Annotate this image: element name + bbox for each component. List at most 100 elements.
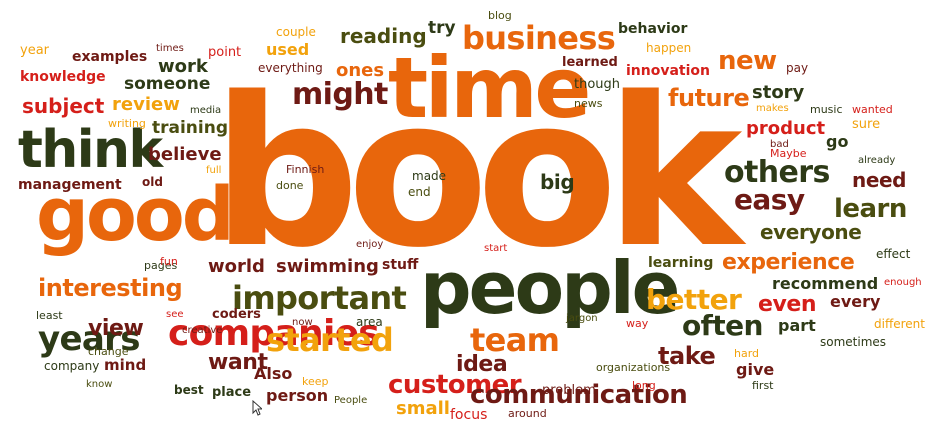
word-important: important	[232, 279, 407, 317]
word-try: try	[428, 18, 456, 38]
word-wanted: wanted	[852, 103, 893, 116]
word-everything: everything	[258, 61, 323, 75]
word-easy: easy	[734, 183, 805, 216]
word-started: part	[778, 316, 816, 335]
word-big: big	[540, 170, 575, 194]
word-done: end	[408, 185, 431, 199]
word-view: different	[874, 317, 925, 331]
word-way: often	[682, 309, 763, 342]
word-hard: Also	[254, 364, 293, 383]
word-someone: someone	[124, 74, 211, 94]
word-point: point	[208, 45, 242, 60]
word-people: people	[420, 246, 680, 330]
word-jargon: way	[626, 317, 649, 330]
word-area: jargon	[566, 313, 598, 324]
word-first: focus	[450, 407, 488, 423]
word-reading: reading	[340, 24, 427, 48]
word-year: year	[20, 43, 50, 58]
word-music: music	[810, 103, 843, 116]
word-team: sometimes	[820, 335, 887, 349]
word-bit: years	[38, 319, 140, 359]
word-learn: learn	[834, 194, 907, 224]
word-news: sure	[852, 117, 881, 132]
word-knowledge: knowledge	[20, 69, 106, 85]
word-pay: pay	[786, 61, 809, 75]
word-ones: ones	[336, 60, 385, 81]
word-now: area	[356, 315, 383, 329]
word-know: customer	[388, 370, 522, 400]
word-future: future	[668, 84, 750, 112]
word-understand: story	[752, 82, 805, 103]
word-keep: person	[266, 386, 329, 405]
word-behavior: behavior	[618, 21, 688, 37]
word-everyone: everyone	[760, 220, 862, 244]
word-stuff: enough	[884, 277, 922, 288]
word-bad: Maybe	[770, 147, 807, 160]
word-business: business	[462, 19, 616, 57]
word-Maybe: go	[826, 132, 849, 151]
word-believe: believe	[148, 144, 222, 165]
word-might: might	[292, 77, 388, 112]
word-give: place	[212, 385, 252, 400]
word-learning: learning	[648, 255, 714, 271]
word-start: effect	[876, 247, 911, 261]
word-go: Finnish	[286, 163, 325, 176]
word-interesting: interesting	[38, 274, 183, 302]
word-person: around	[508, 407, 547, 420]
word-years: companies	[168, 313, 380, 354]
word-used: used	[266, 40, 310, 59]
word-human: change	[88, 345, 129, 358]
word-often: view	[88, 316, 144, 341]
word-examples: examples	[72, 49, 148, 65]
word-experience: experience	[722, 250, 855, 275]
word-writing: news	[574, 97, 603, 110]
word-even: even	[758, 292, 817, 317]
word-least: see	[166, 309, 184, 320]
word-review: review	[112, 94, 180, 115]
word-marketing: organizations	[596, 361, 671, 374]
word-communication: long	[632, 379, 656, 392]
word-training: training	[152, 118, 229, 138]
word-Also: know	[86, 379, 113, 390]
word-blog: blog	[488, 9, 512, 22]
word-every: every	[830, 292, 881, 311]
word-effect: pages	[144, 259, 178, 272]
word-full: made	[412, 169, 447, 183]
word-though: though	[574, 77, 621, 92]
word-pages: fun	[160, 255, 178, 268]
word-need: need	[852, 168, 907, 192]
word-world: world	[208, 256, 265, 277]
word-place: first	[752, 379, 774, 392]
word-company: idea	[456, 352, 508, 377]
word-Finnish: already	[858, 155, 896, 166]
word-change: mind	[104, 356, 147, 374]
word-best: communication	[470, 380, 688, 410]
word-recommend: recommend	[772, 274, 879, 293]
word-makes: makes	[756, 103, 789, 114]
word-innovation: innovation	[626, 63, 710, 79]
word-want: take	[658, 342, 716, 370]
word-better: better	[646, 283, 742, 316]
mouse-pointer-icon	[252, 400, 262, 416]
word-happen: happen	[646, 41, 692, 55]
word-different: team	[470, 321, 560, 359]
word-learned: learned	[562, 55, 618, 70]
word-coders: creative	[182, 325, 223, 336]
word-enjoy: start	[484, 243, 508, 254]
word-see: coders	[212, 307, 261, 322]
word-subject: subject	[22, 94, 105, 118]
word-management: management	[18, 177, 122, 193]
word-couple: couple	[276, 25, 316, 39]
word-made: done	[276, 179, 304, 192]
word-companies: started	[266, 321, 394, 359]
word-fun: stuff	[382, 257, 419, 273]
word-part: want	[208, 350, 268, 375]
word-problem: People	[334, 395, 368, 406]
word-time: time	[388, 39, 591, 137]
word-media: media	[190, 105, 222, 116]
word-story: writing	[108, 117, 146, 130]
word-sure: bad	[770, 139, 789, 150]
word-new: new	[718, 46, 777, 76]
word-book: book	[212, 53, 742, 293]
